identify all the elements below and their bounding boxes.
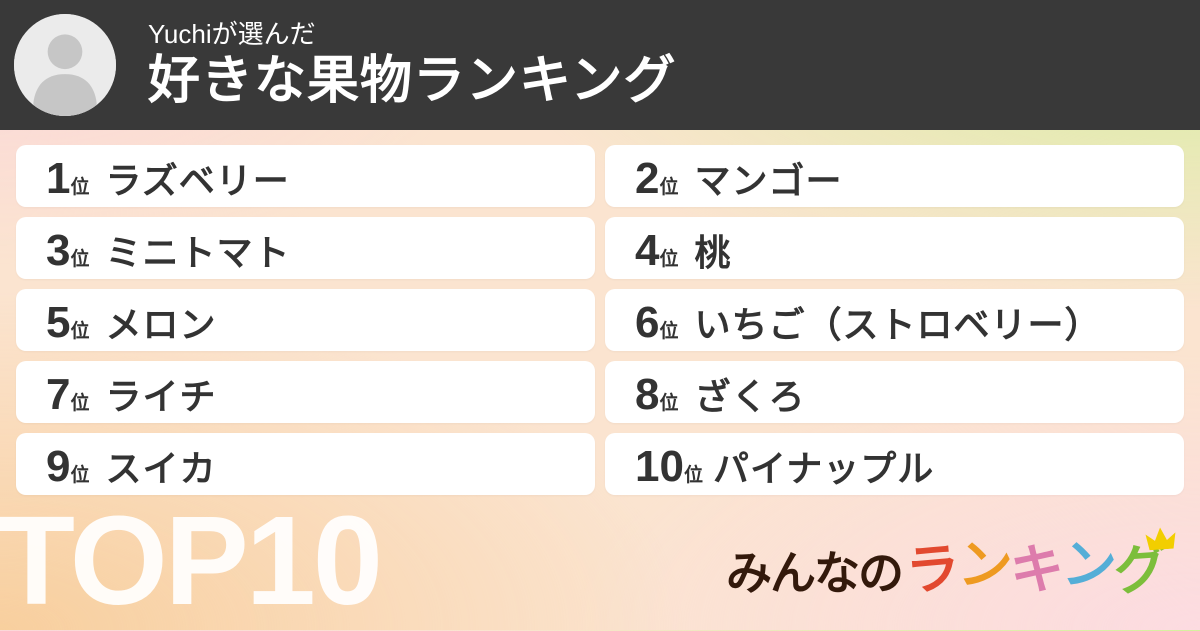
ranking-item-4: 4位桃: [605, 217, 1184, 279]
rank-number: 4: [635, 226, 660, 275]
item-name: 桃: [694, 232, 732, 273]
page-title: 好きな果物ランキング: [148, 52, 677, 111]
logo-char: キ: [1008, 538, 1064, 602]
rank-suffix: 位: [659, 321, 679, 342]
ranking-item-9: 9位 スイカ: [16, 433, 595, 495]
byline: Yuchiが選んだ: [148, 19, 316, 50]
ranking-item-7: 7位 ライチ: [16, 361, 595, 423]
rank-number: 9: [46, 442, 71, 491]
ranking-item-10: 10位 パイナップル: [605, 433, 1184, 495]
ranking-item-5: 5位 メロン: [16, 289, 595, 351]
rank-suffix: 位: [70, 177, 90, 198]
logo-colored-text: ラ ン キ ン グ: [903, 527, 1176, 603]
rank-suffix: 位: [70, 249, 90, 270]
item-name: いちご（ストロベリー）: [694, 304, 1102, 345]
ranking-item-2: 2位 マンゴー: [605, 145, 1184, 207]
item-name: ざくろ: [694, 376, 806, 417]
ranking-item-1: 1位 ラズベリー: [16, 145, 595, 207]
rank-number: 6: [635, 298, 660, 347]
item-name: パイナップル: [712, 448, 935, 489]
logo-char: ラ: [903, 537, 961, 603]
rank-number: 2: [635, 154, 660, 203]
item-name: ライチ: [105, 376, 217, 417]
user-avatar: [14, 14, 116, 116]
header-bar: Yuchiが選んだ 好きな果物ランキング: [0, 0, 1200, 130]
ranking-item-8: 8位 ざくろ: [605, 361, 1184, 423]
rank-suffix: 位: [70, 393, 90, 414]
ranking-item-6: 6位 いちご（ストロベリー）: [605, 289, 1184, 351]
rank-suffix: 位: [70, 465, 90, 486]
site-logo: みんなの ラ ン キ ン グ: [726, 527, 1176, 603]
rank-number: 10: [635, 442, 684, 491]
rank-number: 5: [46, 298, 71, 347]
rank-suffix: 位: [683, 465, 703, 486]
item-name: ラズベリー: [105, 160, 290, 201]
rank-suffix: 位: [70, 321, 90, 342]
ranking-grid: 1位 ラズベリー 2位 マンゴー 3位 ミニトマト 4位桃 5位 メロン 6位 いちご（ス…: [16, 145, 1184, 495]
rank-suffix: 位: [659, 249, 679, 270]
item-name: マンゴー: [694, 160, 843, 201]
top10-badge: TOP10: [0, 490, 383, 631]
logo-prefix: みんなの: [726, 547, 904, 600]
item-name: スイカ: [105, 448, 217, 489]
rank-suffix: 位: [659, 177, 679, 198]
ranking-item-3: 3位 ミニトマト: [16, 217, 595, 279]
logo-char: グ: [1112, 527, 1176, 602]
rank-number: 3: [46, 226, 71, 275]
rank-suffix: 位: [659, 393, 679, 414]
item-name: メロン: [105, 304, 217, 345]
person-silhouette-icon: [14, 14, 116, 116]
header-text-block: Yuchiが選んだ 好きな果物ランキング: [148, 19, 677, 111]
logo-char: ン: [1059, 533, 1117, 599]
rank-number: 1: [46, 154, 71, 203]
rank-number: 8: [635, 370, 660, 419]
crown-icon: [1145, 526, 1176, 551]
logo-char: ン: [956, 534, 1013, 598]
rank-number: 7: [46, 370, 71, 419]
item-name: ミニトマト: [105, 232, 291, 273]
